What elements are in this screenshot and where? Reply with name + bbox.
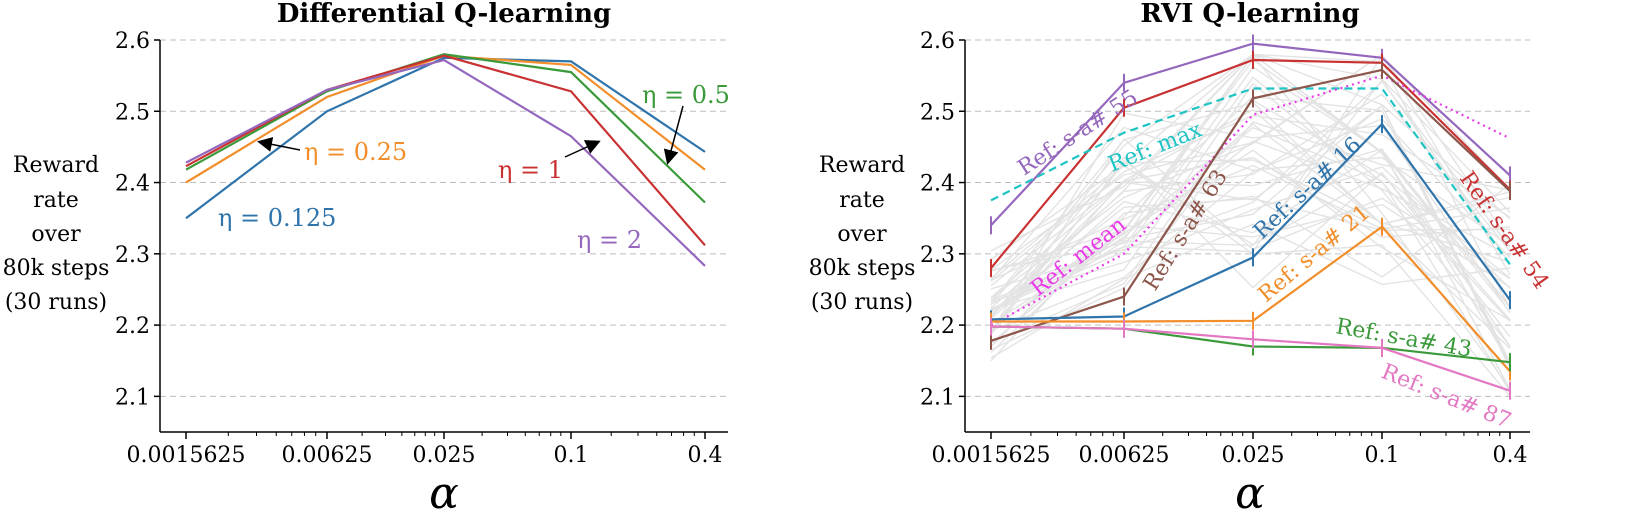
- series-label: η = 1: [498, 156, 563, 184]
- series-line: [990, 74, 1511, 327]
- plot-area: 2.1 2.2 2.3 2.4 2.5 2.6 0.0015625 0.00625 0.025 0…: [115, 29, 728, 468]
- series-label: η = 0.25: [304, 138, 407, 166]
- y-axis-label: Reward rate over 80k steps (30 runs): [3, 153, 110, 315]
- y-tick-label: 2.4: [115, 172, 150, 197]
- background-run-line: [990, 203, 1511, 354]
- series-line: [185, 54, 706, 184]
- y-tick-label: 2.4: [920, 172, 955, 197]
- y-label-line: rate: [33, 188, 79, 213]
- y-tick-label: 2.6: [920, 29, 955, 54]
- background-run-line: [990, 53, 1511, 300]
- plot-area: 2.1 2.2 2.3 2.4 2.5 2.6 0.0015625 0.00625 0.025 0…: [920, 29, 1530, 468]
- background-run-line: [990, 121, 1511, 351]
- y-tick-label: 2.1: [115, 385, 150, 410]
- y-label-line: 80k steps: [3, 256, 110, 281]
- x-tick-label: 0.0015625: [932, 443, 1051, 468]
- x-tick-label: 0.4: [1493, 443, 1528, 468]
- series-label: η = 2: [577, 226, 642, 254]
- series-label: η = 0.125: [218, 204, 336, 232]
- annotations: η = 0.125 η = 0.25 η = 0.5 η = 1 η = 2: [218, 81, 730, 254]
- x-tick-label: 0.00625: [282, 443, 373, 468]
- background-run-line: [990, 126, 1511, 393]
- chart-title: Differential Q-learning: [277, 0, 611, 29]
- background-run-line: [990, 156, 1511, 287]
- series-line: [185, 56, 706, 220]
- y-tick-label: 2.3: [920, 243, 955, 268]
- background-run-line: [990, 53, 1511, 271]
- background-run-line: [990, 112, 1511, 333]
- y-tick-label: 2.2: [920, 314, 955, 339]
- x-tick-label: 0.1: [1365, 443, 1400, 468]
- x-axis-label: α: [429, 468, 459, 519]
- background-run-line: [990, 140, 1511, 271]
- y-tick-label: 2.3: [115, 243, 150, 268]
- y-label-line: Reward: [13, 153, 99, 178]
- x-tick-label: 0.025: [1222, 443, 1285, 468]
- y-tick-label: 2.5: [920, 100, 955, 125]
- background-run-line: [990, 166, 1511, 302]
- y-label-line: rate: [839, 188, 885, 213]
- annotation-arrow: [564, 140, 601, 158]
- y-label-line: (30 runs): [5, 290, 107, 315]
- background-run-line: [990, 148, 1511, 320]
- x-tick-label: 0.00625: [1079, 443, 1170, 468]
- y-label-line: over: [31, 222, 81, 247]
- chart-title: RVI Q-learning: [1140, 0, 1359, 29]
- chart-rvi-q-learning: RVI Q-learning Reward rate over 80k step…: [809, 0, 1554, 519]
- background-run-line: [990, 223, 1511, 359]
- background-run-line: [990, 78, 1511, 329]
- annotation-arrow: [257, 136, 301, 152]
- background-run-line: [990, 184, 1511, 348]
- background-run-line: [990, 82, 1511, 347]
- y-tick-label: 2.2: [115, 314, 150, 339]
- x-tick-label: 0.0015625: [127, 443, 246, 468]
- background-run-line: [990, 159, 1511, 331]
- background-run-line: [990, 156, 1511, 338]
- x-axis-label: α: [1235, 468, 1265, 519]
- series-line: [990, 87, 1511, 266]
- y-tick-label: 2.1: [920, 385, 955, 410]
- y-label-line: Reward: [819, 153, 905, 178]
- series-line: [185, 58, 706, 267]
- chart-differential-q-learning: Differential Q-learning Reward rate over…: [3, 0, 730, 519]
- annotation-arrow: [663, 105, 684, 165]
- x-tick-label: 0.025: [413, 443, 476, 468]
- x-tick-label: 0.4: [688, 443, 723, 468]
- y-axis-label: Reward rate over 80k steps (30 runs): [809, 153, 916, 315]
- series-line: [185, 53, 706, 204]
- x-tick-label: 0.1: [554, 443, 589, 468]
- y-tick-label: 2.6: [115, 29, 150, 54]
- series-label: η = 0.5: [642, 81, 730, 109]
- background-run-line: [990, 118, 1511, 332]
- y-label-line: over: [837, 222, 887, 247]
- background-run-line: [990, 80, 1511, 290]
- y-label-line: 80k steps: [809, 256, 916, 281]
- y-label-line: (30 runs): [811, 290, 913, 315]
- background-run-line: [990, 148, 1511, 390]
- y-tick-label: 2.5: [115, 100, 150, 125]
- background-run-line: [990, 104, 1511, 363]
- background-run-line: [990, 123, 1511, 325]
